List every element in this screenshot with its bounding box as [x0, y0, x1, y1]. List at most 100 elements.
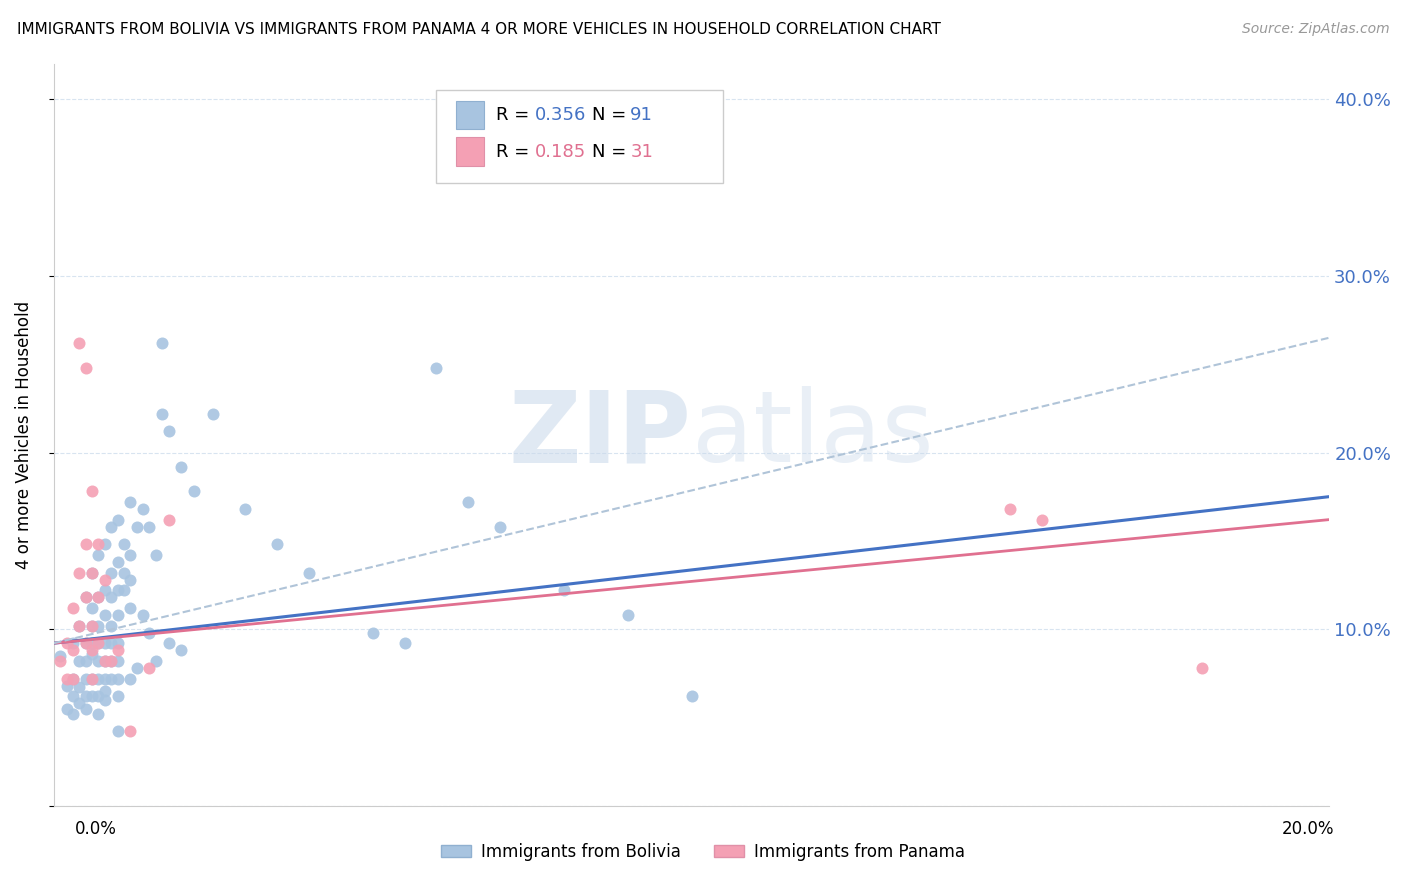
Point: [100, 566, 122, 580]
Point: [75, 654, 97, 668]
Point: [82, 600, 104, 615]
Point: [107, 643, 129, 657]
Point: [112, 583, 135, 598]
Text: R =: R =: [496, 106, 536, 124]
Point: [49, 654, 72, 668]
Y-axis label: 4 or more Vehicles in Household: 4 or more Vehicles in Household: [15, 301, 32, 569]
Point: [75, 689, 97, 703]
Point: [361, 625, 384, 640]
Point: [87, 591, 110, 605]
Point: [75, 701, 97, 715]
Point: [87, 636, 110, 650]
Point: [94, 672, 117, 686]
Point: [87, 689, 110, 703]
Point: [82, 672, 104, 686]
Point: [87, 618, 110, 632]
Point: [120, 573, 142, 587]
Point: [100, 672, 122, 686]
Text: Source: ZipAtlas.com: Source: ZipAtlas.com: [1241, 22, 1389, 37]
Point: [87, 591, 110, 605]
Point: [1000, 502, 1022, 516]
Point: [170, 459, 193, 474]
Point: [107, 555, 129, 569]
Point: [75, 672, 97, 686]
Point: [75, 591, 97, 605]
Point: [107, 583, 129, 598]
Point: [87, 537, 110, 551]
Point: [100, 618, 122, 632]
Point: [120, 724, 142, 739]
Point: [62, 643, 84, 657]
Point: [87, 636, 110, 650]
Point: [138, 661, 160, 675]
Point: [94, 692, 117, 706]
Point: [1031, 513, 1053, 527]
Point: [82, 643, 104, 657]
Point: [67, 654, 90, 668]
Point: [107, 672, 129, 686]
Point: [87, 548, 110, 562]
Point: [298, 566, 321, 580]
Point: [87, 706, 110, 721]
Point: [82, 484, 104, 499]
Text: 0.356: 0.356: [534, 106, 586, 124]
Point: [55, 701, 77, 715]
Point: [62, 600, 84, 615]
Point: [94, 636, 117, 650]
Point: [75, 537, 97, 551]
Point: [138, 625, 160, 640]
Point: [67, 681, 90, 695]
Point: [67, 618, 90, 632]
Point: [681, 689, 703, 703]
Point: [75, 591, 97, 605]
Point: [82, 647, 104, 661]
Point: [100, 654, 122, 668]
Point: [62, 689, 84, 703]
Point: [82, 672, 104, 686]
FancyBboxPatch shape: [456, 101, 484, 129]
Point: [489, 519, 512, 533]
Point: [107, 724, 129, 739]
Point: [94, 607, 117, 622]
Point: [150, 407, 173, 421]
Point: [94, 654, 117, 668]
Point: [132, 502, 155, 516]
Point: [202, 407, 225, 421]
Point: [394, 636, 416, 650]
Text: 31: 31: [630, 143, 654, 161]
Point: [425, 360, 447, 375]
Point: [120, 548, 142, 562]
Point: [145, 654, 167, 668]
Text: atlas: atlas: [692, 386, 934, 483]
Point: [94, 537, 117, 551]
FancyBboxPatch shape: [456, 137, 484, 166]
Point: [107, 689, 129, 703]
Point: [125, 519, 148, 533]
Point: [138, 519, 160, 533]
Point: [94, 654, 117, 668]
Point: [62, 672, 84, 686]
FancyBboxPatch shape: [436, 90, 724, 183]
Point: [170, 643, 193, 657]
Point: [62, 706, 84, 721]
Point: [157, 636, 180, 650]
Point: [120, 600, 142, 615]
Point: [82, 636, 104, 650]
Point: [132, 607, 155, 622]
Point: [55, 679, 77, 693]
Point: [75, 636, 97, 650]
Text: 91: 91: [630, 106, 654, 124]
Point: [553, 583, 575, 598]
Point: [82, 618, 104, 632]
Point: [94, 583, 117, 598]
Point: [120, 672, 142, 686]
Point: [82, 689, 104, 703]
Point: [233, 502, 256, 516]
Text: N =: N =: [592, 143, 633, 161]
Point: [100, 519, 122, 533]
Point: [1191, 661, 1213, 675]
Point: [87, 654, 110, 668]
Text: 0.0%: 0.0%: [75, 820, 117, 838]
Point: [75, 360, 97, 375]
Point: [82, 566, 104, 580]
